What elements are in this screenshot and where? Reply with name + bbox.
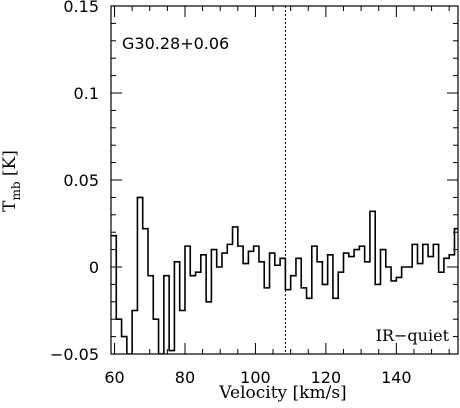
tick-label-layer: 60 80 100 120 140 −0.05 0 0.05 0.1 0.15: [50, 0, 412, 387]
svg-text:Tmb [K]: Tmb [K]: [0, 150, 23, 212]
plot-frame: [110, 5, 459, 355]
y-tick-label: 0.15: [63, 0, 99, 16]
y-axis-title-unit: [K]: [0, 150, 20, 181]
x-tick-label: 80: [175, 368, 195, 387]
y-axis-title: Tmb [K]: [0, 150, 23, 212]
y-tick-label: 0.05: [63, 171, 99, 190]
x-tick-label: 140: [381, 368, 412, 387]
tick-layer: [111, 5, 458, 355]
x-tick-label: 120: [311, 368, 342, 387]
x-tick-label: 60: [104, 368, 124, 387]
y-tick-label: 0: [89, 258, 99, 277]
y-axis-title-sub: mb: [9, 181, 23, 200]
y-tick-label: −0.05: [50, 345, 99, 364]
x-tick-label: 100: [240, 368, 271, 387]
y-axis-title-main: T: [0, 200, 20, 212]
classification-annotation: IR−quiet: [376, 326, 450, 345]
x-axis-title: Velocity [km/s]: [218, 383, 346, 403]
source-name-annotation: G30.28+0.06: [122, 34, 229, 53]
y-tick-label: 0.1: [74, 84, 99, 103]
